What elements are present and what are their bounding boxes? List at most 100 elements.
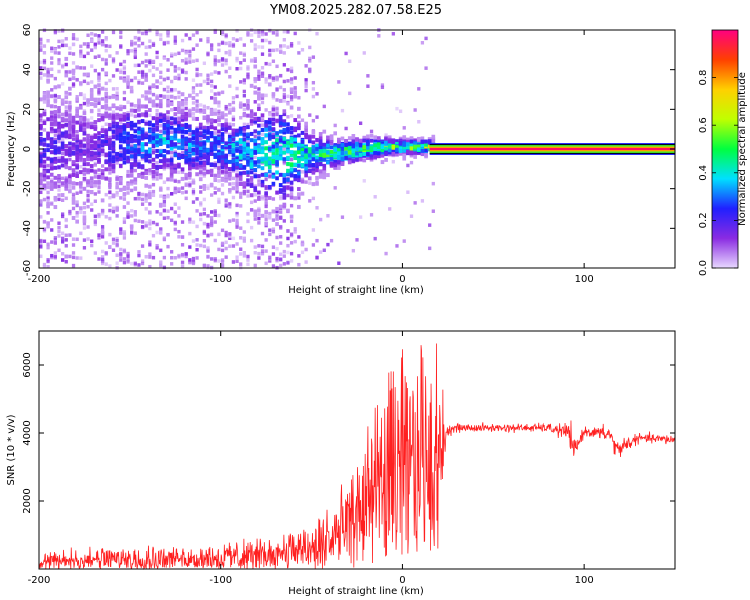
spectrogram-cell [119,35,123,39]
spectrogram-cell [260,172,265,177]
spectrogram-cell [129,173,134,178]
spectrogram-cell [307,159,312,164]
spectrogram-cell [279,47,283,52]
spectrogram-cell [337,151,341,156]
spectrogram-cell [144,133,149,138]
spectrogram-cell [224,145,228,150]
spectrogram-cell [50,228,54,232]
spectrogram-cell [162,113,167,118]
spectrogram-cell [57,109,61,114]
spectrogram-cell [82,122,87,127]
spectrogram-cell [406,145,410,150]
spectrogram-cell [319,250,323,254]
spectrogram-cell [213,131,217,135]
spectrogram-cell [300,139,305,144]
spectrogram-cell [180,92,185,97]
spectrogram-cell [246,113,250,118]
spectrogram-cell [133,122,138,127]
spectrogram-cell [39,131,43,136]
spectrogram-cell [169,164,174,169]
spectrogram-cell [57,197,61,202]
spectrogram-cell [169,177,174,182]
spectrogram-cell [148,148,152,153]
spectrogram-cell [60,258,65,262]
spectrogram-cell [162,180,167,184]
spectrogram-cell [249,164,254,169]
spectrogram-cell [100,128,105,133]
spectrogram-cell [39,141,43,146]
spectrogram-cell [71,68,76,73]
spectrogram-cell [75,129,79,134]
spectrogram-cell [162,162,167,167]
spectrogram-cell [289,169,294,174]
spectrogram-cell [46,198,50,203]
spectrogram-cell [213,211,217,215]
spectrogram-cell [104,141,109,146]
spectrogram-cell [235,58,239,63]
spectrogram-cell [264,238,268,242]
spectrogram-cell [282,88,286,92]
spectrogram-cell [68,86,72,91]
spectrogram-cell [122,114,127,119]
spectrogram-cell [184,124,189,129]
spectrogram-cell [355,157,359,162]
spectrogram-cell [271,158,276,163]
spectrogram-cell [169,94,174,99]
spectrogram-cell [162,133,167,138]
spectrogram-cell [144,31,148,36]
spectrogram-cell [129,121,134,126]
spectrogram-cell [199,203,203,207]
spectrogram-cell [104,167,109,172]
spectrogram-cell [209,182,214,187]
spectrogram-cell [227,125,232,130]
spectrogram-cell [362,51,366,55]
spectrogram-cell [166,129,170,134]
spectrogram-cell [409,151,414,156]
spectrogram-cell [53,85,58,90]
spectrogram-cell [71,33,76,37]
spectrogram-cell [242,139,247,144]
colorbar: 0.00.20.40.60.8 Normalized spectral ampl… [698,29,748,276]
spectrogram-cell [64,165,68,170]
spectrogram-cell [329,145,334,150]
spectrogram-cell [126,142,130,147]
spectrogram-cell [100,249,105,254]
spectrogram-cell [308,67,312,71]
spectrogram-cell [286,79,290,83]
spectrogram-cell [111,209,116,214]
spectrogram-cell [86,44,90,49]
spectrogram-cell [104,99,109,104]
spectrogram-cell [104,104,109,109]
spectrogram-cell [257,183,261,187]
spectrogram-cell [289,167,294,172]
spectrogram-cell [213,30,217,34]
spectrogram-cell [213,238,217,243]
spectrogram-cell [238,163,243,168]
spectrogram-cell [93,103,98,108]
spectrogram-cell [253,116,258,121]
spectrogram-cell [115,253,119,258]
spectrogram-cell [82,93,87,98]
spectrogram-cell [86,237,90,241]
spectrogram-cell [140,41,145,46]
spectrogram-cell [97,180,101,185]
spectrogram-cell [195,116,199,121]
spectrogram-cell [355,238,359,242]
spectrogram-cell [86,141,90,146]
spectrogram-cell [235,242,239,246]
spectrogram-cell [57,165,61,170]
spectrogram-cell [166,117,170,121]
spectrogram-cell [318,132,323,137]
spectrogram-cell [115,161,119,165]
spectrogram-cell [286,30,290,34]
spectrogram-cell [137,81,141,85]
spectrogram-cell [108,135,112,140]
spectrogram-cell [140,94,145,98]
spectrogram-cell [49,150,54,155]
spectrogram-cell [166,100,170,105]
spectrogram-cell [57,29,61,33]
spectrogram-cell [42,128,47,132]
spectrogram-cell [82,131,87,136]
spectrogram-cell [173,256,177,260]
spectrogram-cell [311,140,316,145]
